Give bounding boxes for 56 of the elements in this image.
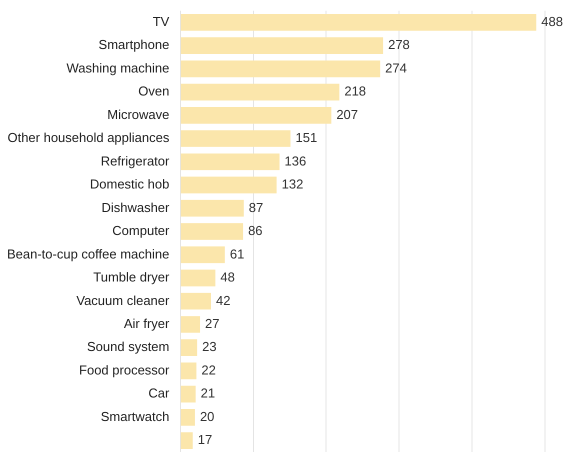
bar — [180, 270, 216, 286]
bar — [180, 84, 340, 100]
bar — [180, 223, 244, 240]
data-label: 20 — [200, 408, 214, 424]
y-tick-label: Bean-to-cup coffee machine — [6, 246, 170, 262]
y-tick-label: Refrigerator — [100, 153, 170, 168]
data-label: 274 — [385, 60, 407, 76]
y-tick-label: Domestic hob — [90, 176, 170, 192]
data-label: 48 — [220, 270, 235, 285]
y-tick-label: Vacuum cleaner — [76, 292, 170, 308]
bar — [180, 246, 225, 264]
data-label: 278 — [388, 37, 410, 52]
bar — [180, 14, 536, 31]
bar — [180, 316, 200, 333]
data-label: 23 — [202, 339, 217, 354]
data-label: 87 — [248, 200, 264, 215]
data-label: 27 — [205, 316, 220, 332]
y-tick-label: Computer — [112, 223, 170, 238]
data-label: 17 — [198, 432, 212, 448]
bar — [180, 130, 290, 147]
bar — [180, 362, 196, 380]
data-label: 22 — [201, 362, 216, 378]
bar — [180, 37, 384, 54]
data-label: 136 — [284, 153, 306, 168]
y-tick-label: Smartwatch — [100, 408, 170, 424]
bar — [180, 60, 380, 78]
data-label: 151 — [295, 130, 318, 146]
bar — [180, 408, 195, 426]
data-label: 132 — [282, 176, 304, 192]
y-tick-label: Dishwasher — [101, 200, 170, 215]
data-label: 207 — [336, 106, 358, 122]
y-tick-label: Other household appliances — [7, 130, 170, 146]
bar — [180, 153, 280, 170]
bar — [180, 292, 211, 310]
bar — [180, 386, 196, 402]
bar — [180, 339, 198, 356]
data-label: 488 — [541, 14, 563, 29]
data-label: 21 — [200, 386, 216, 401]
y-tick-label: Smartphone — [98, 37, 170, 52]
y-tick-label: Oven — [138, 84, 170, 99]
y-tick-label: Air fryer — [124, 316, 170, 332]
y-tick-label: Microwave — [107, 106, 170, 122]
bar — [180, 106, 332, 124]
data-label: 86 — [248, 223, 263, 238]
y-tick-label: Tumble dryer — [93, 270, 170, 285]
data-label: 42 — [216, 292, 230, 308]
data-label: 218 — [344, 84, 366, 99]
data-label: 61 — [230, 246, 244, 262]
y-tick-label: Food processor — [79, 362, 170, 378]
bar — [180, 432, 193, 449]
y-tick-label: Car — [148, 386, 170, 401]
bar — [180, 200, 244, 217]
y-tick-label: Washing machine — [66, 60, 170, 76]
y-tick-label: TV — [152, 14, 170, 29]
y-tick-label: Sound system — [86, 339, 170, 354]
bar — [180, 176, 277, 194]
